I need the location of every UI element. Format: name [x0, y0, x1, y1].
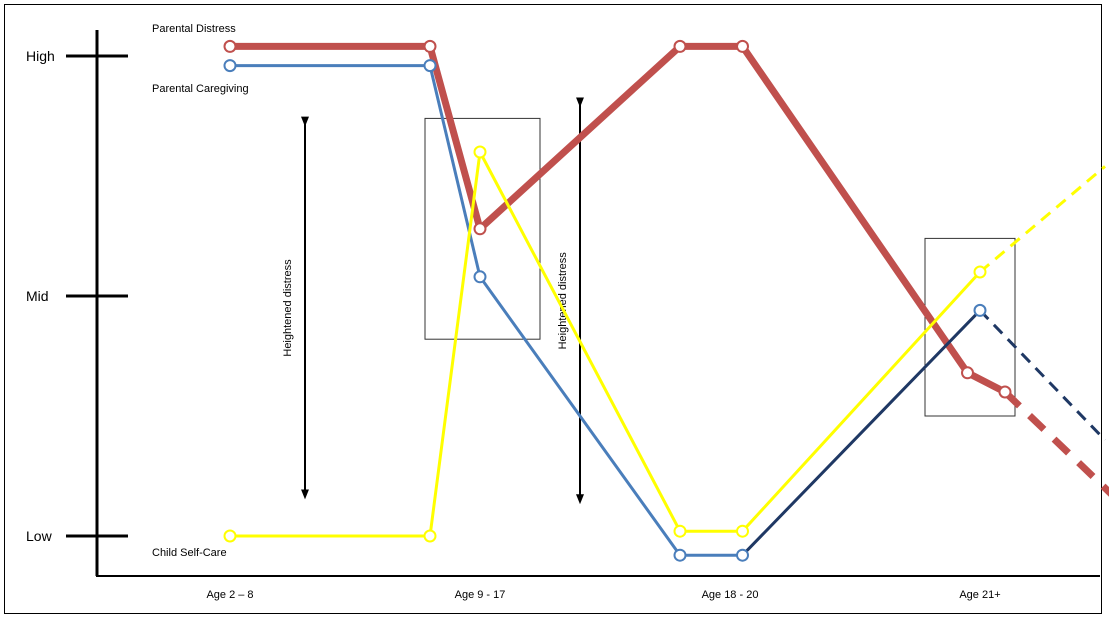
parental-distress-point	[223, 39, 237, 53]
series-lines	[223, 39, 1109, 562]
parental-caregiving-point	[736, 548, 749, 562]
parental-caregiving-point	[673, 548, 687, 562]
parental-distress-projection	[1002, 389, 1109, 497]
parental-caregiving-point	[423, 59, 437, 73]
parental-distress-point	[736, 39, 749, 53]
parental-caregiving-point	[473, 270, 487, 284]
child-self-care-label: Child Self-Care	[152, 547, 227, 559]
x-category-label: Age 2 – 8	[206, 589, 253, 601]
highlight-box	[424, 117, 541, 340]
x-category-label: Age 9 - 17	[455, 589, 506, 601]
child-self-care-point	[973, 265, 987, 279]
parental-distress-point	[961, 366, 974, 380]
child-self-care-line	[228, 150, 982, 538]
axes	[95, 30, 1100, 577]
x-categories: Age 2 – 8 Age 9 - 17 Age 18 - 20 Age 21+	[206, 589, 1000, 601]
y-tick-label: Low	[26, 528, 53, 544]
parental-caregiving-projection	[978, 309, 1107, 442]
child-self-care-point	[423, 529, 437, 543]
x-category-label: Age 18 - 20	[702, 589, 759, 601]
parental-distress-point	[423, 39, 437, 53]
y-tick-label: Mid	[26, 288, 49, 304]
series-labels: Parental Distress Parental Caregiving Chil…	[152, 23, 249, 559]
parental-caregiving-line	[228, 64, 744, 557]
parental-distress-line	[226, 42, 1009, 396]
parental-distress-point	[998, 385, 1012, 399]
chart-frame	[4, 4, 1102, 614]
x-category-label: Age 21+	[959, 589, 1000, 601]
y-ticks: Low Mid High	[26, 48, 128, 544]
child-self-care-projection	[979, 165, 1106, 274]
child-self-care-point	[673, 524, 687, 538]
parental-distress-point	[473, 222, 487, 236]
parental-distress-label: Parental Distress	[152, 23, 236, 35]
child-self-care-point	[736, 524, 749, 538]
child-self-care-point	[223, 529, 237, 543]
annotations: Heightened distress Heightened distress	[282, 97, 584, 505]
parental-caregiving-point	[223, 59, 237, 73]
parental-caregiving-point	[973, 303, 987, 317]
annotation-text: Heightened distress	[557, 252, 569, 350]
highlight-box	[924, 237, 1016, 417]
child-self-care-point	[473, 145, 487, 159]
highlight-boxes	[424, 117, 1016, 417]
parental-caregiving-label: Parental Caregiving	[152, 83, 249, 95]
annotation-text: Heightened distress	[282, 259, 294, 357]
y-tick-label: High	[26, 48, 55, 64]
parental-distress-point	[673, 39, 687, 53]
parental-caregiving-line-segment	[741, 308, 982, 557]
